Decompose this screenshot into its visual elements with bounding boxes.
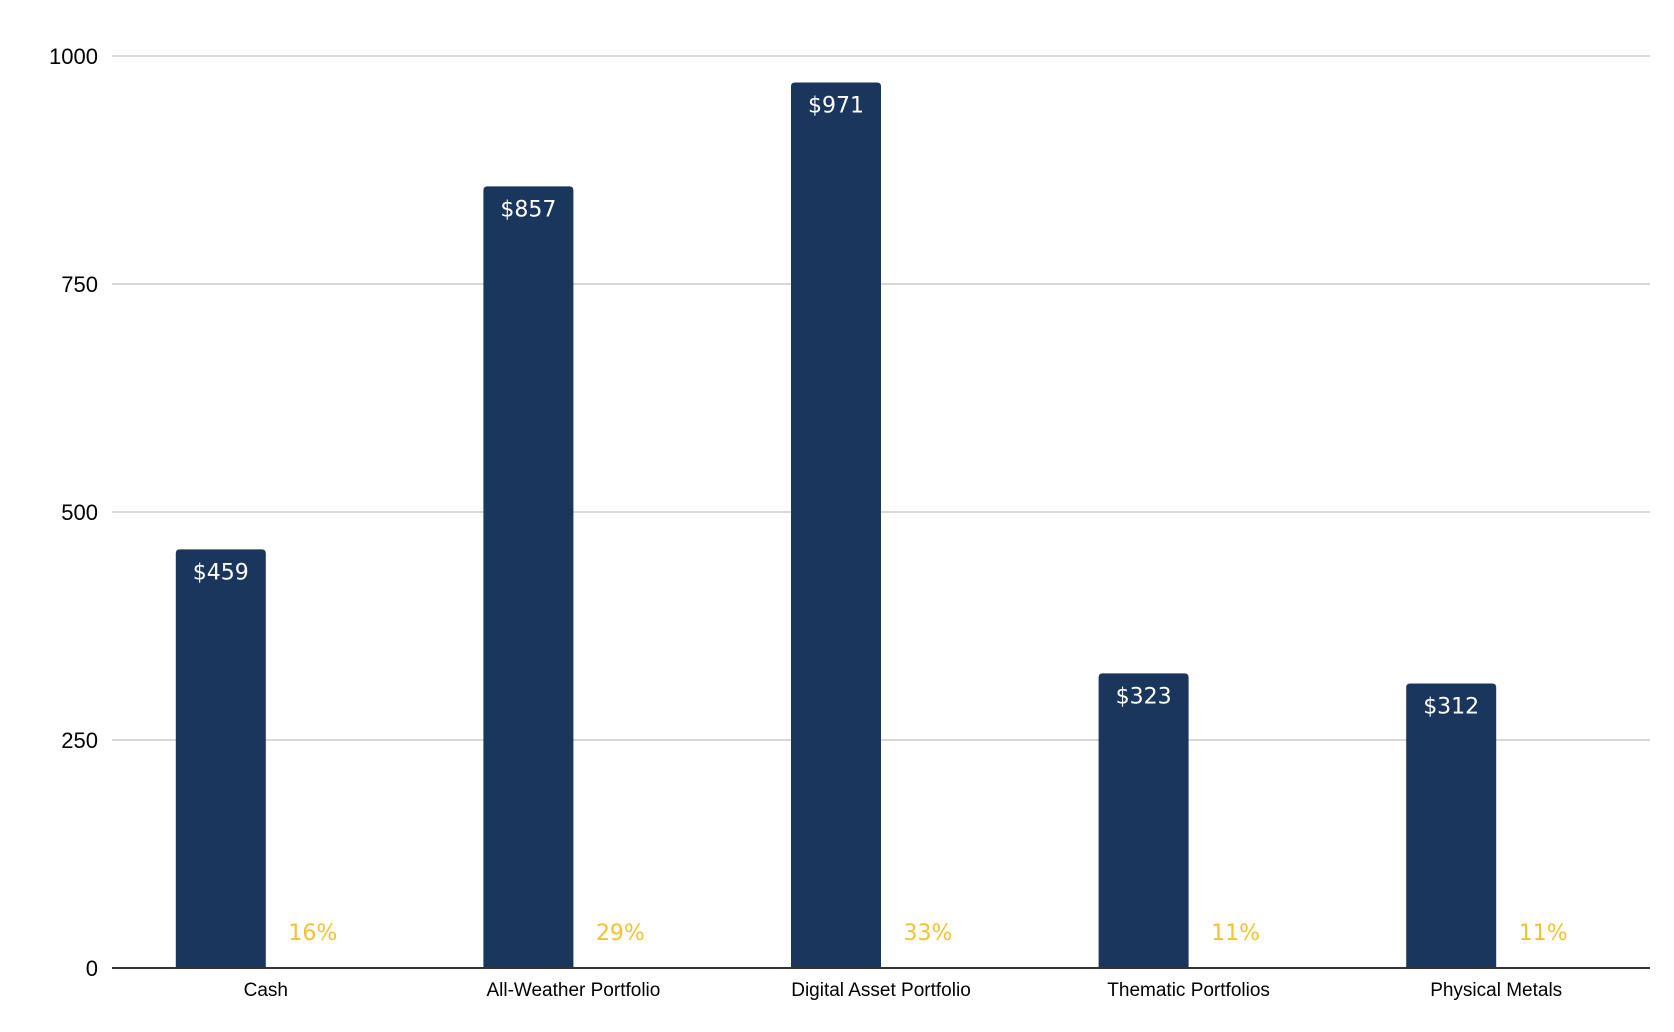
y-tick-label: 1000 xyxy=(49,44,98,69)
pct-value-label: 16% xyxy=(288,921,337,946)
y-tick-label: 0 xyxy=(86,956,98,981)
bar-value-label: $323 xyxy=(1116,684,1172,709)
bars xyxy=(175,82,1589,968)
x-category-label: Digital Asset Portfolio xyxy=(791,980,971,1001)
bar-value-label: $857 xyxy=(500,197,556,222)
axes: 0 250 500 750 1000 Cash All-Weather Portfolio D… xyxy=(49,44,1650,1001)
pct-value-label: 29% xyxy=(596,921,645,946)
x-category-label: Cash xyxy=(244,980,288,1001)
data-labels: $459 16% $857 29% $971 33% $323 11% $312 11% xyxy=(193,93,1568,946)
bar-all-weather-portfolio xyxy=(483,186,574,968)
bar-thematic-portfolios xyxy=(1098,673,1189,968)
pct-value-label: 33% xyxy=(904,921,953,946)
bar-value-label: $459 xyxy=(193,560,249,585)
y-tick-label: 750 xyxy=(61,272,98,297)
bar-physical-metals xyxy=(1406,683,1497,968)
bar-digital-asset-portfolio xyxy=(791,82,881,968)
x-category-label: Thematic Portfolios xyxy=(1107,980,1270,1001)
bar-cash xyxy=(175,549,266,968)
x-category-label: All-Weather Portfolio xyxy=(486,980,660,1001)
pct-value-label: 11% xyxy=(1519,921,1568,946)
y-tick-label: 250 xyxy=(61,728,98,753)
bar-value-label: $312 xyxy=(1423,694,1479,719)
x-category-label: Physical Metals xyxy=(1430,980,1562,1001)
y-tick-label: 500 xyxy=(61,500,98,525)
bar-value-label: $971 xyxy=(808,93,864,118)
pct-value-label: 11% xyxy=(1211,921,1260,946)
